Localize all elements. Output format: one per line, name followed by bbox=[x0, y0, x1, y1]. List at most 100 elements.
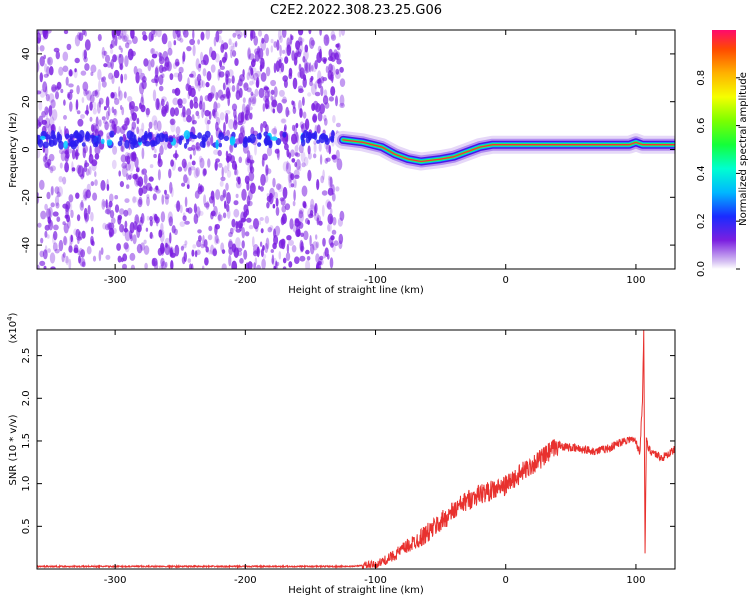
noise-speck bbox=[164, 237, 171, 249]
noise-speck bbox=[84, 212, 90, 222]
noise-speck bbox=[165, 242, 168, 248]
noise-speck bbox=[225, 203, 230, 213]
noise-speck bbox=[338, 30, 342, 38]
noise-speck bbox=[45, 93, 50, 102]
noise-speck bbox=[265, 168, 272, 175]
noise-speck bbox=[292, 77, 298, 90]
noise-speck bbox=[185, 207, 190, 213]
noise-speck bbox=[318, 143, 322, 152]
noise-speck bbox=[304, 59, 308, 72]
noise-speck bbox=[133, 221, 138, 230]
carrier-speck bbox=[168, 136, 174, 143]
colorbar-tick-label: 0.8 bbox=[696, 70, 707, 86]
noise-speck bbox=[43, 265, 47, 269]
noise-speck bbox=[62, 51, 69, 62]
noise-speck bbox=[270, 45, 273, 53]
y-tick-label: -20 bbox=[21, 189, 32, 205]
noise-speck bbox=[107, 222, 112, 230]
carrier-speck bbox=[301, 133, 306, 139]
noise-speck bbox=[77, 118, 84, 127]
noise-speck bbox=[254, 257, 258, 266]
noise-speck bbox=[235, 40, 238, 48]
noise-speck bbox=[275, 206, 280, 216]
noise-speck bbox=[332, 115, 336, 124]
noise-speck bbox=[285, 162, 291, 174]
noise-speck bbox=[120, 154, 127, 163]
noise-speck bbox=[323, 89, 328, 98]
carrier-speck bbox=[242, 140, 248, 148]
noise-speck bbox=[235, 181, 242, 189]
noise-speck bbox=[249, 112, 253, 120]
noise-speck bbox=[306, 255, 311, 261]
noise-speck bbox=[68, 148, 73, 154]
noise-speck bbox=[120, 47, 123, 53]
noise-speck bbox=[104, 54, 111, 63]
noise-speck bbox=[89, 94, 95, 104]
noise-speck bbox=[184, 220, 190, 225]
noise-speck bbox=[331, 229, 337, 235]
noise-speck bbox=[320, 76, 325, 84]
noise-speck bbox=[280, 198, 286, 206]
noise-speck bbox=[158, 52, 162, 58]
noise-speck bbox=[236, 176, 240, 182]
noise-speck bbox=[284, 56, 289, 64]
noise-speck bbox=[159, 145, 164, 156]
noise-speck bbox=[254, 144, 257, 156]
noise-speck bbox=[318, 258, 324, 266]
noise-speck bbox=[47, 248, 51, 253]
noise-speck bbox=[48, 105, 53, 117]
x-tick-label: -200 bbox=[234, 275, 257, 286]
noise-speck bbox=[82, 188, 89, 200]
carrier-speck bbox=[57, 133, 63, 144]
noise-speck bbox=[106, 62, 112, 68]
noise-speck bbox=[291, 158, 296, 163]
noise-speck bbox=[275, 197, 279, 207]
noise-speck bbox=[125, 42, 130, 49]
noise-speck bbox=[111, 120, 116, 130]
noise-speck bbox=[49, 166, 54, 174]
noise-speck bbox=[316, 215, 322, 224]
noise-speck bbox=[278, 251, 282, 260]
noise-speck bbox=[161, 66, 167, 72]
noise-speck bbox=[195, 110, 200, 117]
noise-speck bbox=[218, 162, 223, 168]
noise-speck bbox=[152, 133, 156, 141]
noise-speck bbox=[332, 216, 337, 226]
noise-speck bbox=[248, 97, 252, 107]
noise-speck bbox=[174, 107, 179, 117]
noise-speck bbox=[94, 171, 97, 178]
noise-speck bbox=[324, 247, 329, 257]
noise-speck bbox=[216, 238, 220, 244]
carrier-speck bbox=[68, 138, 73, 143]
noise-speck bbox=[298, 99, 302, 112]
noise-speck bbox=[182, 106, 186, 118]
carrier-speck bbox=[91, 135, 98, 145]
noise-speck bbox=[231, 103, 238, 112]
noise-speck bbox=[254, 88, 259, 97]
noise-speck bbox=[293, 169, 300, 178]
noise-speck bbox=[119, 126, 126, 134]
noise-speck bbox=[108, 72, 114, 80]
noise-speck bbox=[325, 65, 329, 73]
noise-speck bbox=[329, 215, 333, 225]
noise-speck bbox=[226, 91, 231, 99]
noise-speck bbox=[210, 64, 216, 73]
noise-speck bbox=[197, 73, 202, 83]
noise-speck bbox=[90, 211, 94, 222]
colorbar-tick-label: 0.0 bbox=[696, 261, 707, 277]
noise-speck bbox=[305, 62, 311, 73]
noise-speck bbox=[155, 78, 158, 87]
noise-speck bbox=[63, 223, 69, 234]
noise-speck bbox=[89, 116, 93, 122]
carrier-speck bbox=[106, 139, 113, 146]
noise-speck bbox=[123, 209, 129, 217]
noise-speck bbox=[206, 71, 212, 81]
noise-speck bbox=[85, 189, 92, 199]
noise-speck bbox=[101, 77, 104, 83]
carrier-speck bbox=[233, 143, 238, 148]
noise-speck bbox=[259, 64, 263, 72]
noise-speck bbox=[202, 234, 205, 247]
noise-speck bbox=[284, 143, 289, 151]
noise-speck bbox=[294, 218, 300, 227]
carrier-speck bbox=[183, 130, 191, 140]
